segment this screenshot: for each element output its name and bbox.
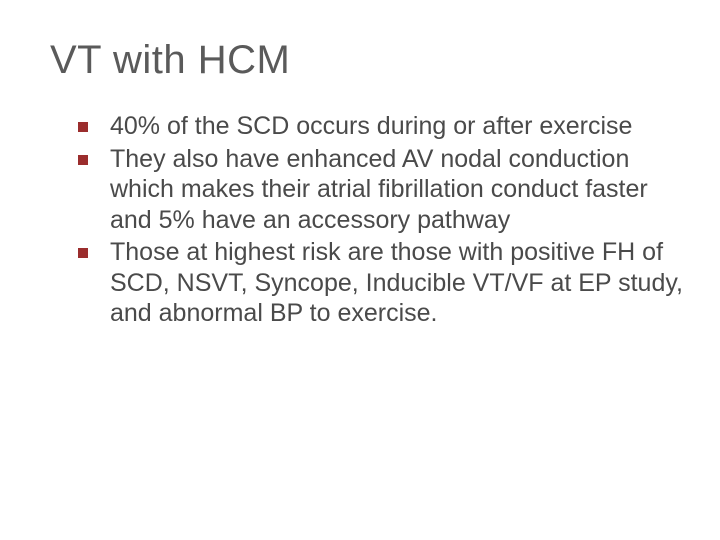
bullet-marker-icon [78, 122, 88, 132]
bullet-list: 40% of the SCD occurs during or after ex… [50, 111, 690, 329]
bullet-text: They also have enhanced AV nodal conduct… [110, 145, 648, 234]
bullet-marker-icon [78, 248, 88, 258]
slide-title: VT with HCM [50, 38, 690, 83]
list-item: 40% of the SCD occurs during or after ex… [78, 111, 690, 142]
list-item: Those at highest risk are those with pos… [78, 237, 690, 329]
slide: VT with HCM 40% of the SCD occurs during… [0, 0, 720, 540]
bullet-text: Those at highest risk are those with pos… [110, 238, 683, 327]
list-item: They also have enhanced AV nodal conduct… [78, 144, 690, 236]
bullet-marker-icon [78, 155, 88, 165]
bullet-text: 40% of the SCD occurs during or after ex… [110, 112, 632, 140]
